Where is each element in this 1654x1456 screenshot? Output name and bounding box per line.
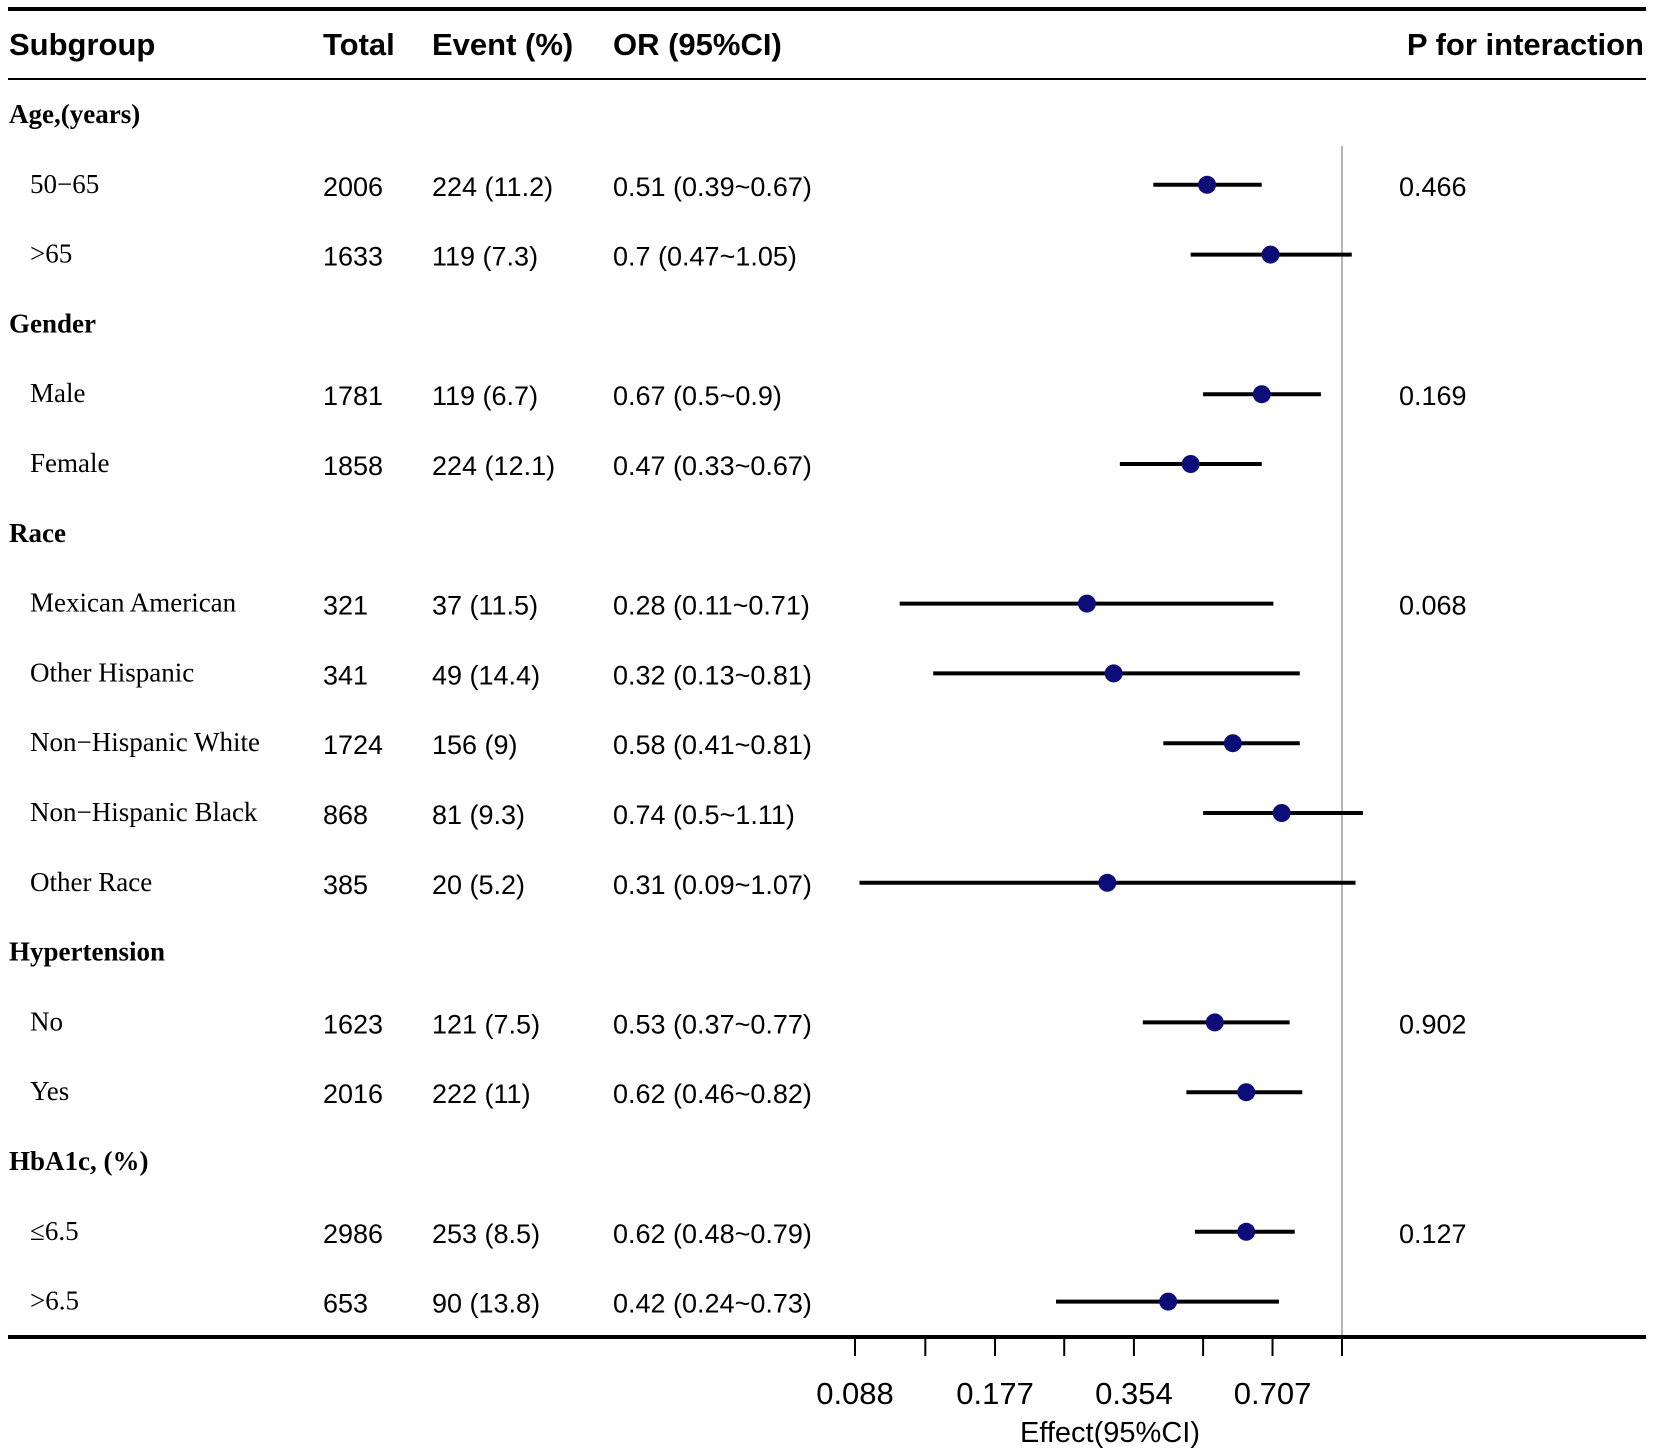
event-cell: 119 (6.7) bbox=[432, 381, 538, 411]
group-label: Hypertension bbox=[9, 937, 165, 967]
group-label: HbA1c, (%) bbox=[9, 1146, 148, 1176]
p-interaction-cell: 0.169 bbox=[1399, 381, 1467, 411]
header-p-for-interaction: P for interaction bbox=[1407, 27, 1644, 62]
total-cell: 1633 bbox=[323, 242, 383, 272]
or-point bbox=[1272, 804, 1291, 822]
group-label: Gender bbox=[9, 308, 96, 338]
group-label: Age,(years) bbox=[9, 99, 140, 129]
subgroup-label: >6.5 bbox=[30, 1286, 79, 1316]
or-point bbox=[1237, 1083, 1256, 1102]
or-point bbox=[1104, 664, 1123, 683]
or-point bbox=[1237, 1222, 1256, 1241]
or-cell: 0.42 (0.24~0.73) bbox=[613, 1289, 812, 1319]
total-cell: 1781 bbox=[323, 381, 383, 411]
x-axis: 0.088 0.177 0.354 0.707 bbox=[816, 1337, 1343, 1411]
header-event: Event (%) bbox=[432, 27, 573, 62]
x-tick-label: 0.707 bbox=[1234, 1376, 1312, 1411]
or-point bbox=[1223, 734, 1242, 753]
or-point bbox=[1205, 1013, 1224, 1032]
total-cell: 2986 bbox=[323, 1219, 383, 1249]
p-interaction-cell: 0.902 bbox=[1399, 1009, 1467, 1039]
event-cell: 224 (11.2) bbox=[432, 172, 553, 202]
event-cell: 37 (11.5) bbox=[432, 591, 538, 621]
total-cell: 1724 bbox=[323, 730, 383, 760]
or-cell: 0.58 (0.41~0.81) bbox=[613, 730, 812, 760]
total-cell: 653 bbox=[323, 1289, 368, 1319]
p-interaction-cell: 0.068 bbox=[1399, 591, 1467, 621]
total-cell: 1858 bbox=[323, 451, 383, 481]
total-cell: 321 bbox=[323, 591, 368, 621]
or-point bbox=[1181, 455, 1200, 473]
event-cell: 121 (7.5) bbox=[432, 1009, 540, 1039]
header-total: Total bbox=[323, 27, 395, 62]
event-cell: 49 (14.4) bbox=[432, 660, 540, 690]
total-cell: 2016 bbox=[323, 1079, 383, 1109]
event-cell: 20 (5.2) bbox=[432, 870, 525, 900]
total-cell: 2006 bbox=[323, 172, 383, 202]
event-cell: 156 (9) bbox=[432, 730, 518, 760]
subgroup-label: >65 bbox=[30, 239, 72, 269]
x-axis-label: Effect(95%CI) bbox=[1020, 1417, 1200, 1449]
event-cell: 222 (11) bbox=[432, 1079, 531, 1109]
table-rows: Age,(years) 50−65 2006 224 (11.2) 0.51 (0.39… bbox=[9, 99, 1467, 1319]
p-interaction-cell: 0.127 bbox=[1399, 1219, 1467, 1249]
or-cell: 0.51 (0.39~0.67) bbox=[613, 172, 812, 202]
or-cell: 0.53 (0.37~0.77) bbox=[613, 1009, 812, 1039]
event-cell: 253 (8.5) bbox=[432, 1219, 540, 1249]
or-point bbox=[1098, 873, 1117, 892]
event-cell: 119 (7.3) bbox=[432, 242, 538, 272]
total-cell: 868 bbox=[323, 800, 368, 830]
or-cell: 0.74 (0.5~1.11) bbox=[613, 800, 795, 830]
or-cell: 0.62 (0.46~0.82) bbox=[613, 1079, 812, 1109]
header-or: OR (95%CI) bbox=[613, 27, 782, 62]
group-label: Race bbox=[9, 518, 66, 548]
subgroup-label: Mexican American bbox=[30, 588, 237, 618]
x-tick-label: 0.354 bbox=[1095, 1376, 1173, 1411]
or-cell: 0.31 (0.09~1.07) bbox=[613, 870, 812, 900]
or-cell: 0.67 (0.5~0.9) bbox=[613, 381, 782, 411]
subgroup-label: Other Race bbox=[30, 867, 152, 897]
or-point bbox=[1252, 385, 1271, 404]
or-point bbox=[1198, 175, 1217, 194]
or-cell: 0.32 (0.13~0.81) bbox=[613, 660, 812, 690]
x-tick-label: 0.088 bbox=[816, 1376, 894, 1411]
or-point bbox=[1261, 245, 1280, 264]
subgroup-label: Female bbox=[30, 448, 109, 478]
event-cell: 224 (12.1) bbox=[432, 451, 555, 481]
x-tick-label: 0.177 bbox=[956, 1376, 1034, 1411]
or-point bbox=[1159, 1292, 1178, 1311]
subgroup-label: No bbox=[30, 1006, 63, 1036]
or-cell: 0.7 (0.47~1.05) bbox=[613, 242, 797, 272]
header-subgroup: Subgroup bbox=[9, 27, 155, 62]
or-cell: 0.47 (0.33~0.67) bbox=[613, 451, 812, 481]
p-interaction-cell: 0.466 bbox=[1399, 172, 1467, 202]
subgroup-label: Non−Hispanic White bbox=[30, 727, 260, 757]
subgroup-label: 50−65 bbox=[30, 169, 99, 199]
subgroup-label: Non−Hispanic Black bbox=[30, 797, 258, 827]
subgroup-label: ≤6.5 bbox=[30, 1216, 79, 1246]
subgroup-label: Male bbox=[30, 378, 85, 408]
or-cell: 0.28 (0.11~0.71) bbox=[613, 591, 810, 621]
or-cell: 0.62 (0.48~0.79) bbox=[613, 1219, 812, 1249]
subgroup-label: Other Hispanic bbox=[30, 657, 194, 687]
total-cell: 1623 bbox=[323, 1009, 383, 1039]
event-cell: 90 (13.8) bbox=[432, 1289, 540, 1319]
subgroup-label: Yes bbox=[30, 1076, 69, 1106]
total-cell: 385 bbox=[323, 870, 368, 900]
total-cell: 341 bbox=[323, 660, 368, 690]
or-point bbox=[1077, 594, 1096, 613]
event-cell: 81 (9.3) bbox=[432, 800, 525, 830]
